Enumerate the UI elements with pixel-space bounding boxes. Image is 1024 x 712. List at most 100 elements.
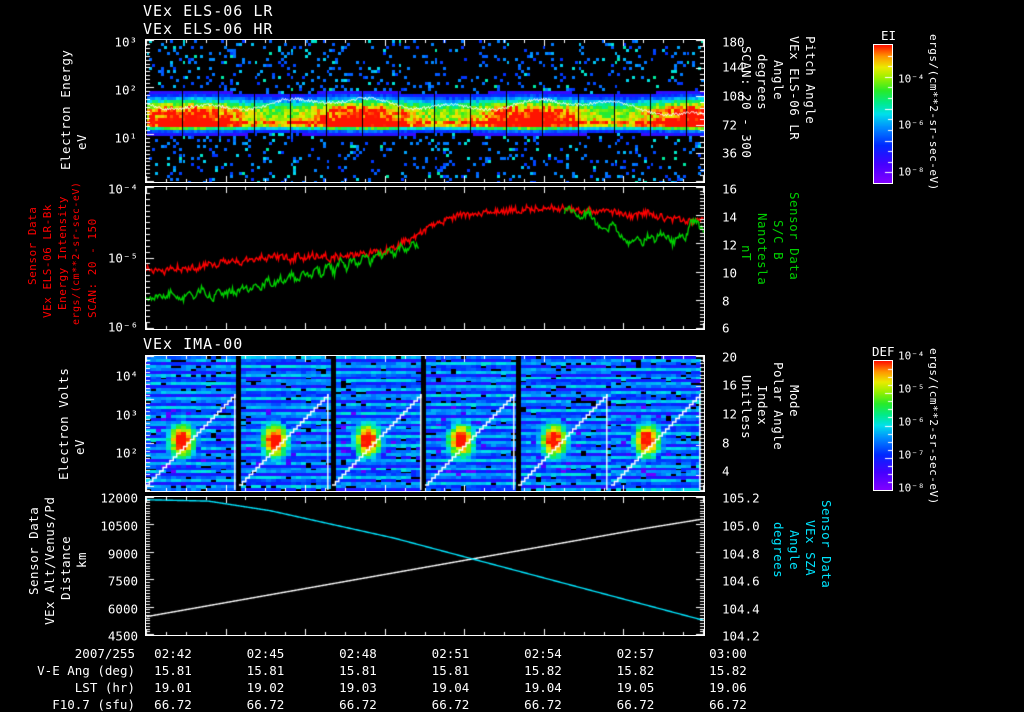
panel3-ylabel-0: Electron Volts	[56, 367, 71, 480]
colorbar3-tick-2: 10⁻⁶	[898, 415, 925, 429]
colorbar1-tick-0: 10⁻⁴	[898, 72, 925, 86]
panel3-rtick-1: 16	[722, 377, 738, 393]
bottom-row-label-2: LST (hr)	[74, 680, 135, 695]
bottom-value-f107-0: 66.72	[154, 697, 192, 712]
panel4-ytick-0: 12000	[100, 490, 138, 506]
bottom-value-lst-3: 19.04	[431, 680, 470, 695]
bottom-value-f107-5: 66.72	[616, 697, 655, 712]
panel1-plot-frame	[145, 39, 705, 183]
bottom-value-f107-4: 66.72	[524, 697, 562, 712]
panel1-ytick-0: 10³	[114, 34, 137, 50]
bottom-value-ve_ang-0: 15.81	[154, 663, 192, 678]
bottom-value-time-5: 02:57	[616, 646, 655, 661]
bottom-value-lst-5: 19.05	[616, 680, 655, 695]
bottom-value-lst-4: 19.04	[524, 680, 562, 695]
panel2-ylabel-3: ergs/(cm**2-sr-sec-eV)	[71, 181, 82, 325]
panel2-ytick-0: 10⁻⁴	[107, 181, 138, 197]
colorbar1-title: EI	[881, 28, 897, 43]
bottom-value-time-3: 02:51	[431, 646, 470, 661]
panel2-ylabel-0: Sensor Data	[26, 206, 39, 285]
colorbar1-tick-1: 10⁻⁶	[898, 118, 925, 132]
panel1-title-line2: VEx ELS-06 HR	[143, 20, 274, 38]
bottom-value-lst-2: 19.03	[339, 680, 377, 695]
panel4-ylabel-1: VEx Alt/Venus/Pd	[42, 496, 57, 625]
colorbar3-tick-0: 10⁻⁴	[898, 349, 925, 363]
panel1-ytick-2: 10¹	[114, 130, 137, 146]
panel3-plot-frame	[145, 355, 705, 492]
panel4-ytick-2: 9000	[107, 546, 138, 562]
panel1-ylabel-unit: eV	[74, 133, 89, 150]
bottom-value-ve_ang-1: 15.81	[246, 663, 285, 678]
panel3-rtick-4: 4	[722, 463, 730, 479]
bottom-value-ve_ang-3: 15.81	[431, 663, 470, 678]
bottom-value-f107-1: 66.72	[246, 697, 285, 712]
bottom-value-lst-1: 19.02	[246, 680, 285, 695]
panel1-rtick-3: 72	[722, 117, 738, 133]
panel4-ytick-1: 10500	[100, 518, 138, 534]
panel4-rlabel-2: Angle	[787, 530, 802, 571]
panel1-rlabel-0: Pitch Angle	[803, 36, 818, 125]
colorbar3-gradient	[873, 360, 893, 491]
bottom-value-ve_ang-4: 15.82	[524, 663, 562, 678]
bottom-value-time-4: 02:54	[524, 646, 562, 661]
colorbar3-unit: ergs/(cm**2-sr-sec-eV)	[927, 348, 940, 505]
panel3-rlabel-1: Polar Angle	[771, 362, 786, 451]
panel2-ylabel-4: SCAN: 20 - 150	[86, 218, 99, 318]
panel3-ytick-2: 10²	[115, 445, 138, 461]
bottom-value-f107-2: 66.72	[339, 697, 377, 712]
panel4-rtick-0: 105.2	[722, 490, 760, 506]
colorbar3-title: DEF	[872, 344, 895, 359]
panel4-rtick-2: 104.8	[722, 546, 760, 562]
panel3-rtick-3: 8	[722, 435, 730, 451]
panel4-ytick-5: 4500	[107, 628, 138, 644]
panel4-rtick-3: 104.6	[722, 573, 760, 589]
panel4-plot-frame	[145, 496, 705, 636]
panel3-rlabel-0: Mode	[787, 385, 802, 418]
panel2-rlabel-1: S/C B	[771, 220, 786, 261]
bottom-row-label-1: V-E Ang (deg)	[37, 663, 135, 678]
panel2-plot-frame	[145, 186, 705, 330]
panel4-rtick-5: 104.2	[722, 628, 760, 644]
panel1-ytick-1: 10²	[114, 82, 137, 98]
colorbar3-tick-3: 10⁻⁷	[898, 448, 925, 462]
bottom-row-label-3: F10.7 (sfu)	[52, 697, 135, 712]
panel3-rlabel-2: Index	[755, 385, 770, 426]
panel2-rtick-5: 6	[722, 320, 730, 336]
bottom-value-time-1: 02:45	[246, 646, 285, 661]
panel2-rtick-2: 12	[722, 237, 738, 253]
panel2-ylabel-1: VEx ELS-06 LR-Bk	[41, 204, 54, 318]
panel1-rtick-1: 144	[722, 59, 745, 75]
bottom-value-f107-3: 66.72	[431, 697, 470, 712]
panel3-ytick-1: 10³	[115, 407, 138, 423]
panel2-ytick-1: 10⁻⁵	[107, 250, 138, 266]
panel4-rtick-4: 104.4	[722, 601, 760, 617]
panel4-ytick-4: 6000	[107, 601, 138, 617]
panel1-rlabel-2: Angle	[771, 60, 786, 101]
panel2-rtick-3: 10	[722, 265, 738, 281]
panel2-ytick-2: 10⁻⁶	[107, 319, 138, 335]
panel2-rlabel-2: Nanotesla	[755, 213, 770, 286]
colorbar3-tick-4: 10⁻⁸	[898, 481, 925, 495]
panel4-rlabel-3: degrees	[771, 522, 786, 579]
panel4-ytick-3: 7500	[107, 573, 138, 589]
colorbar1-tick-2: 10⁻⁸	[898, 165, 925, 179]
bottom-value-time-2: 02:48	[339, 646, 377, 661]
panel2-rtick-1: 14	[722, 209, 738, 225]
colorbar1-unit: ergs/(cm**2-sr-sec-eV)	[927, 34, 940, 191]
bottom-value-time-0: 02:42	[154, 646, 192, 661]
panel1-rlabel-3: degrees	[755, 54, 770, 111]
panel4-ylabel-0: Sensor Data	[26, 506, 41, 595]
panel2-rlabel-3: nT	[739, 245, 754, 262]
panel1-ylabel-main: Electron Energy	[58, 49, 73, 170]
bottom-value-ve_ang-5: 15.82	[616, 663, 655, 678]
panel1-title-line1: VEx ELS-06 LR	[143, 2, 274, 20]
panel1-rtick-4: 36	[722, 145, 738, 161]
panel2-rtick-0: 16	[722, 181, 738, 197]
panel4-rtick-1: 105.0	[722, 518, 760, 534]
panel1-rtick-0: 180	[722, 34, 745, 50]
bottom-value-f107-6: 66.72	[709, 697, 747, 712]
bottom-value-ve_ang-6: 15.82	[709, 663, 747, 678]
panel1-rlabel-1: VEx ELS-06 LR	[787, 36, 802, 141]
colorbar1-gradient	[873, 44, 893, 184]
